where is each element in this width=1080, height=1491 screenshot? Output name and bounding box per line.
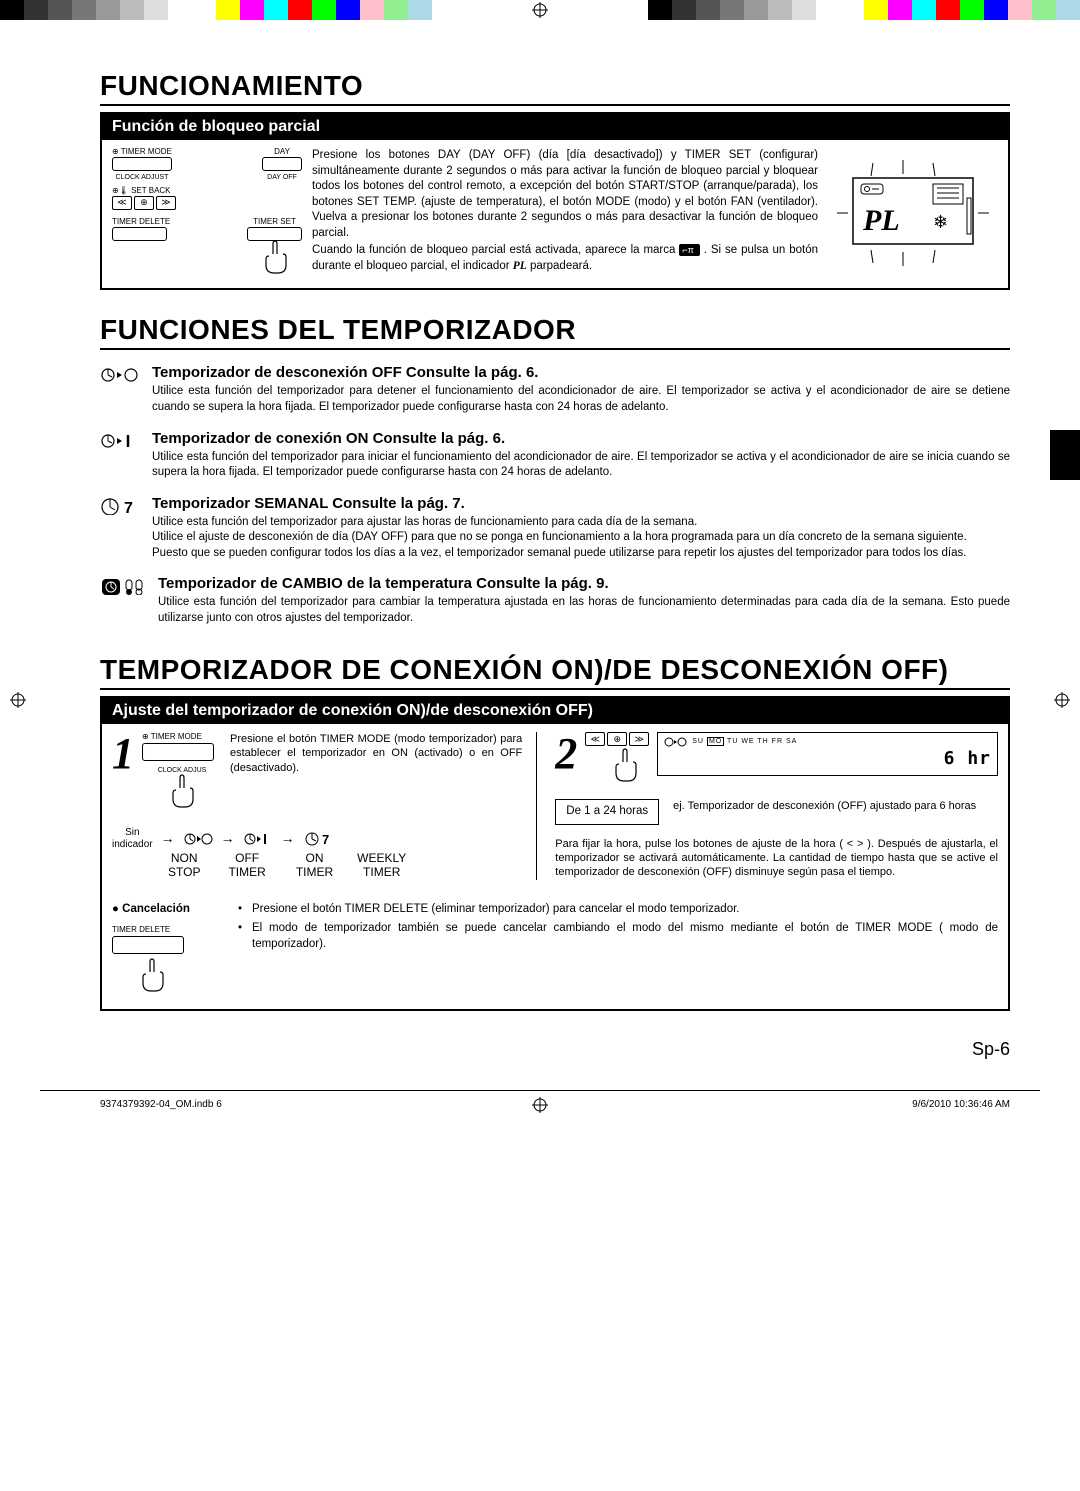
weekly-timer-icon: 7: [303, 831, 333, 847]
cancel-list: Presione el botón TIMER DELETE (eliminar…: [238, 902, 998, 999]
mode-off: OFF: [228, 852, 265, 866]
footer-timestamp: 9/6/2010 10:36:46 AM: [912, 1099, 1010, 1110]
timer-section: Temporizador de conexión ON Consulte la …: [100, 430, 1010, 481]
partial-lock-para2c: parpadeará.: [530, 260, 592, 272]
page-number: Sp-6: [100, 1039, 1010, 1060]
partial-lock-text: Presione los botones DAY (DAY OFF) (día …: [312, 148, 818, 278]
footer-file: 9374379392-04_OM.indb 6: [100, 1099, 222, 1110]
mode-flow: Sin indicador → → → 7: [112, 827, 522, 850]
mode-on: ON: [296, 852, 333, 866]
svg-text:7: 7: [124, 500, 133, 515]
partial-lock-box: Función de bloqueo parcial ⊕ TIMER MODE …: [100, 112, 1010, 290]
label-timer-delete: TIMER DELETE: [112, 218, 170, 227]
display-6hr: 6 hr: [664, 747, 991, 771]
hand-press-icon: [166, 772, 222, 816]
hand-press-icon: [247, 238, 302, 279]
timer-section: 7 Temporizador SEMANAL Consulte la pág. …: [100, 495, 1010, 562]
footer: 9374379392-04_OM.indb 6 9/6/2010 10:36:4…: [0, 1091, 1080, 1120]
step-2-note: Para fijar la hora, pulse los botones de…: [555, 837, 998, 880]
hand-press-icon: [136, 956, 224, 1000]
svg-text:❄: ❄: [933, 212, 948, 232]
off-timer-icon: [664, 737, 688, 747]
onoff-header: Ajuste del temporizador de conexión ON)/…: [102, 698, 1008, 724]
timer-section: Temporizador de desconexión OFF Consulte…: [100, 364, 1010, 415]
cancel-item: Presione el botón TIMER DELETE (eliminar…: [238, 902, 998, 918]
range-box: De 1 a 24 horas: [555, 799, 659, 825]
registration-mark-icon: [532, 1097, 548, 1113]
timer-text: Utilice esta función del temporizador pa…: [152, 515, 1010, 562]
timer-text: Utilice esta función del temporizador pa…: [152, 384, 1010, 415]
cancel-title: Cancelación: [122, 903, 190, 915]
cancel-item: El modo de temporizador también se puede…: [238, 921, 998, 952]
timer-icon: [100, 430, 142, 481]
timer-title: Temporizador de CAMBIO de la temperatura…: [158, 575, 1010, 592]
timer-text: Utilice esta función del temporizador pa…: [158, 595, 1010, 626]
on-timer-icon: [243, 831, 273, 847]
timer-title: Temporizador SEMANAL Consulte la pág. 7.: [152, 495, 1010, 512]
label-sin: Sin: [112, 827, 153, 839]
timer-icon: 7: [100, 495, 142, 562]
step-1-number: 1: [112, 732, 134, 815]
label-timer-mode-2: TIMER MODE: [151, 732, 202, 741]
label-clock-adjust: CLOCK ADJUST: [112, 174, 172, 182]
mode-non: NON: [168, 852, 200, 866]
time-adjust-buttons: ≪⊕≫: [585, 732, 649, 746]
example-text: ej. Temporizador de desconexión (OFF) aj…: [673, 799, 998, 825]
timer-text: Utilice esta función del temporizador pa…: [152, 450, 1010, 481]
timer-title: Temporizador de desconexión OFF Consulte…: [152, 364, 1010, 381]
partial-lock-header: Función de bloqueo parcial: [102, 114, 1008, 140]
label-timer-mode: TIMER MODE: [121, 147, 172, 156]
lock-key-icon: ⌐π: [679, 244, 699, 256]
step-1-text: Presione el botón TIMER MODE (modo tempo…: [230, 732, 522, 815]
timer-section: Temporizador de CAMBIO de la temperatura…: [100, 575, 1010, 626]
label-day-off: DAY OFF: [262, 174, 302, 182]
label-timer-delete-2: TIMER DELETE: [112, 925, 224, 936]
svg-text:PL: PL: [862, 204, 900, 237]
timer-icon: [100, 575, 148, 626]
timer-icon: [100, 364, 142, 415]
svg-text:7: 7: [322, 832, 329, 847]
label-indicador: indicador: [112, 839, 153, 851]
label-timer-set: TIMER SET: [247, 218, 302, 227]
pl-indicator: PL: [513, 260, 527, 272]
label-day: DAY: [262, 148, 302, 157]
onoff-box: Ajuste del temporizador de conexión ON)/…: [100, 696, 1010, 1011]
off-timer-icon: [183, 831, 213, 847]
remote-diagram: ⊕ TIMER MODE CLOCK ADJUST DAY DAY OFF ⊕🌡…: [112, 148, 302, 278]
partial-lock-para2a: Cuando la función de bloqueo parcial est…: [312, 244, 679, 256]
heading-funcionamiento: FUNCIONAMIENTO: [100, 70, 1010, 106]
lcd-illustration: PL ❄: [828, 148, 998, 278]
heading-onoff-timer: TEMPORIZADOR DE CONEXIÓN ON)/DE DESCONEX…: [100, 654, 1010, 690]
mode-weekly: WEEKLY: [357, 852, 406, 866]
step-2-number: 2: [555, 732, 577, 789]
color-bar: [0, 0, 432, 20]
partial-lock-para1: Presione los botones DAY (DAY OFF) (día …: [312, 148, 818, 241]
registration-mark-icon: [532, 2, 548, 18]
timer-title: Temporizador de conexión ON Consulte la …: [152, 430, 1010, 447]
label-set-back: SET BACK: [131, 186, 170, 195]
hand-press-icon: [609, 746, 649, 790]
heading-timer-functions: FUNCIONES DEL TEMPORIZADOR: [100, 314, 1010, 350]
color-bar: [648, 0, 1080, 20]
